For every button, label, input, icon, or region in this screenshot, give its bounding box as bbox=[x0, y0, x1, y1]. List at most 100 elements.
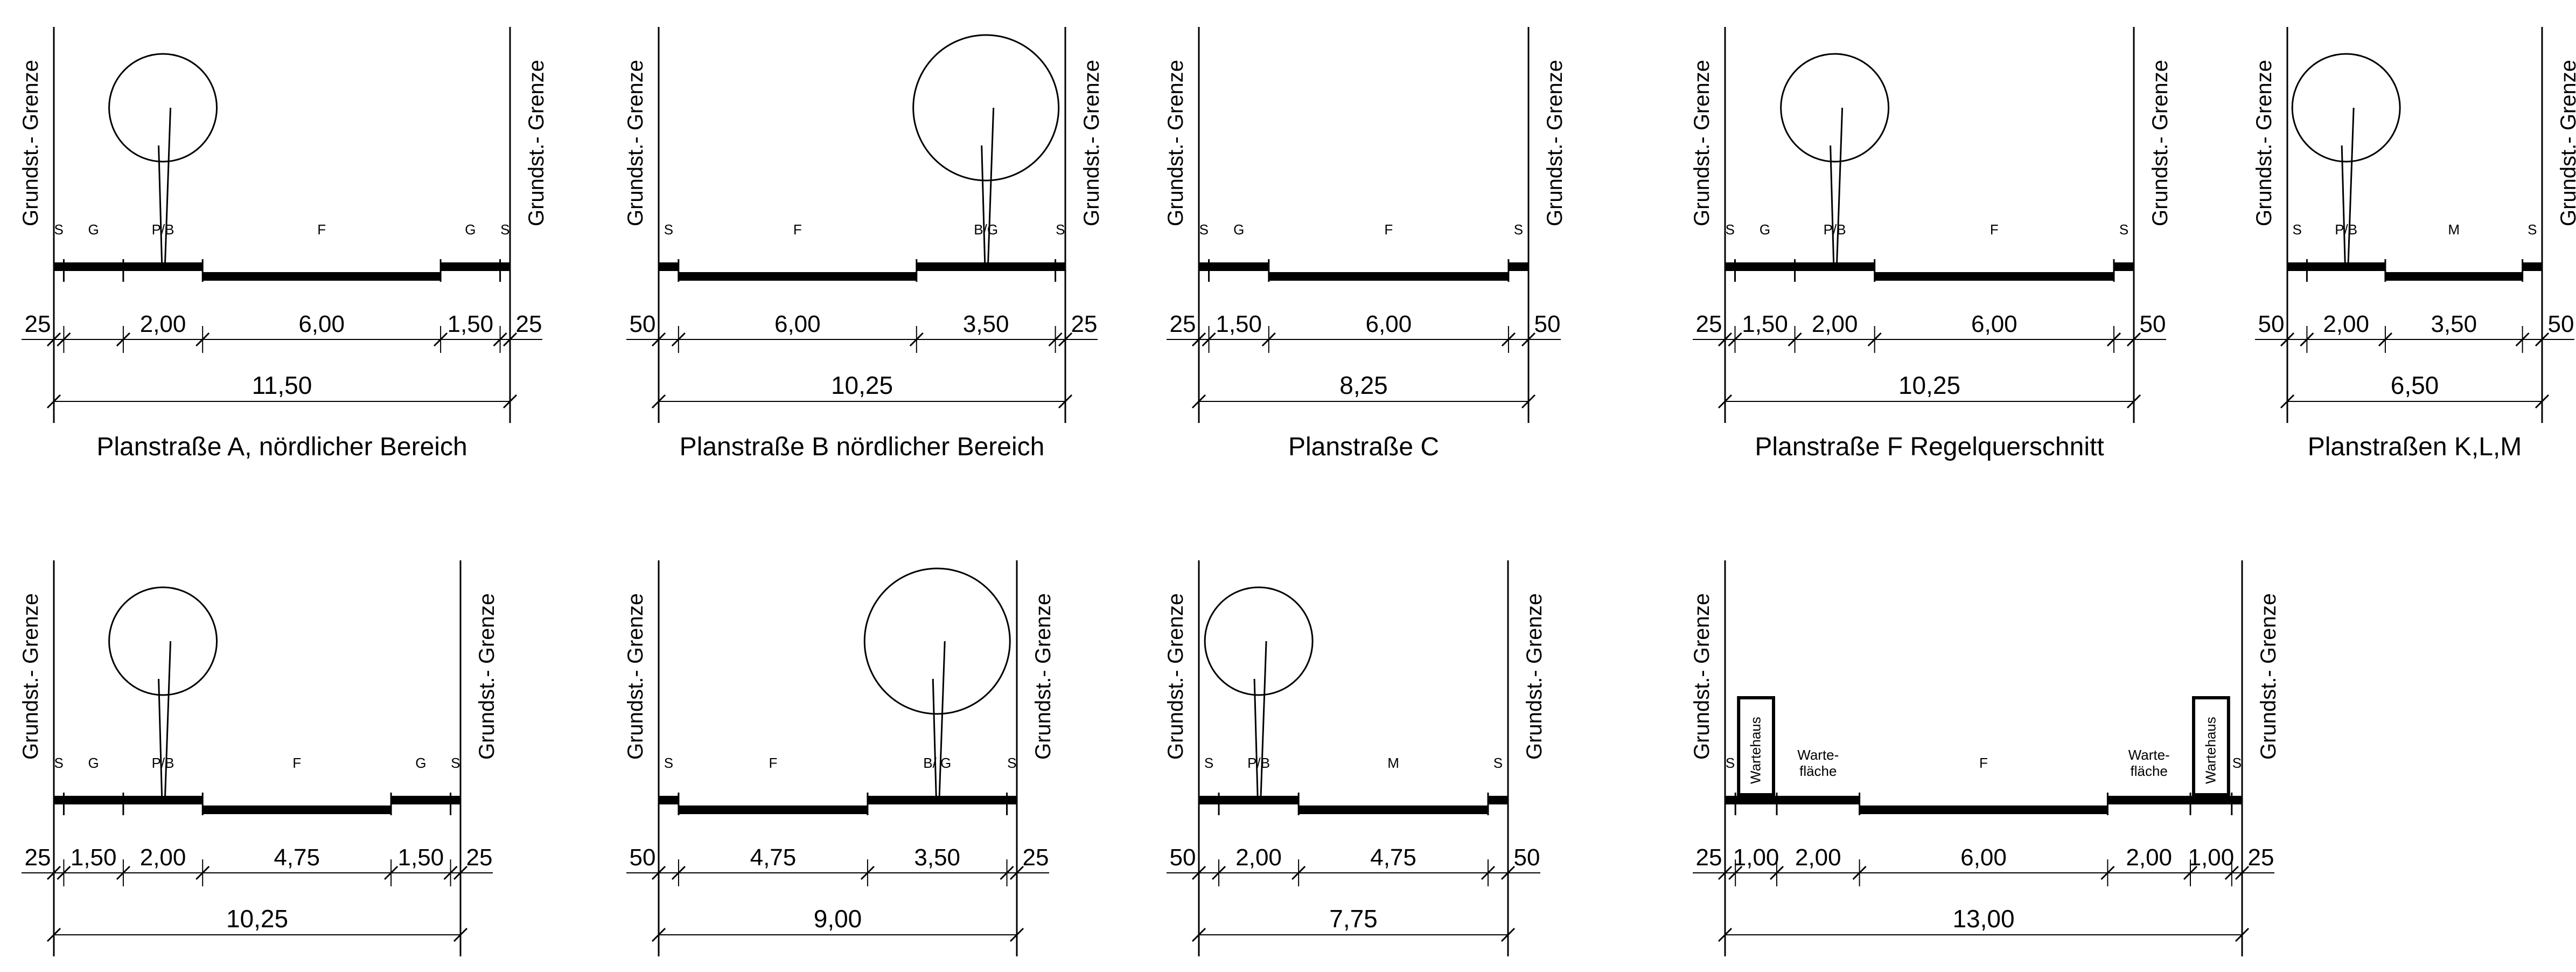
zone-label: S bbox=[2293, 221, 2302, 238]
zone-label: S bbox=[500, 221, 509, 238]
dimension-value: 1,00 bbox=[1733, 844, 1779, 871]
tree-trunk bbox=[981, 145, 986, 263]
total-dimension-tick bbox=[1191, 394, 1206, 409]
zone-label: S bbox=[1056, 221, 1065, 238]
dimension-value: 1,00 bbox=[2188, 844, 2235, 871]
dimension-value: 2,00 bbox=[1235, 844, 1282, 871]
section-title: Planstraße F im Bereich der Bushaltestel… bbox=[1739, 966, 2229, 969]
dimension-value: 6,00 bbox=[298, 311, 345, 337]
shelter-label: Wartehaus bbox=[1748, 717, 1764, 784]
boundary-label-left: Grundst.- Grenze bbox=[2252, 60, 2276, 226]
ground-segment bbox=[1219, 796, 1299, 804]
cross-section-4: Grundst.- Grenze Grundst.- Grenze S G P/B F S 2… bbox=[1690, 27, 2172, 461]
ground-segment bbox=[500, 262, 510, 271]
zone-label: G bbox=[1233, 221, 1244, 238]
zone-label: B/ G bbox=[923, 755, 951, 771]
dimension-value: 4,75 bbox=[1370, 844, 1416, 871]
tree-trunk bbox=[1253, 678, 1259, 796]
shelter-box bbox=[2192, 696, 2230, 796]
zone-label: S bbox=[1493, 755, 1503, 771]
section-title: Planstraße F Regelquerschnitt bbox=[1755, 433, 2104, 461]
zone-label: G bbox=[415, 755, 426, 771]
dimension-value: 3,50 bbox=[963, 311, 1009, 337]
ground-segment bbox=[659, 796, 679, 804]
dimension-value: 2,00 bbox=[1795, 844, 1841, 871]
waiting-area-label-2: fläche bbox=[2131, 763, 2168, 779]
dimension-value: 25 bbox=[1696, 311, 1722, 337]
total-dimension-tick bbox=[453, 927, 468, 942]
total-dimension-tick bbox=[46, 394, 61, 409]
ground-segment bbox=[678, 806, 868, 814]
dimension-value: 6,00 bbox=[774, 311, 821, 337]
section-title: Planstraße C bbox=[1288, 433, 1439, 461]
total-width-value: 6,50 bbox=[2391, 371, 2439, 399]
waiting-area-label-1: Warte- bbox=[1797, 747, 1839, 763]
zone-label: F bbox=[292, 755, 301, 771]
boundary-label-right: Grundst.- Grenze bbox=[1080, 60, 1104, 226]
cross-section-8: Grundst.- Grenze Grundst.- Grenze S P/B M S 50… bbox=[1164, 560, 1546, 972]
dimension-value: 25 bbox=[25, 311, 51, 337]
total-dimension-tick bbox=[2280, 394, 2295, 409]
ground-segment bbox=[391, 796, 451, 804]
dimension-value: 2,00 bbox=[2323, 311, 2369, 337]
section-title: Planstraßen D,E,G,H,I bbox=[1225, 966, 1482, 969]
total-dimension-tick bbox=[2126, 394, 2141, 409]
dimension-value: 1,50 bbox=[398, 844, 444, 871]
ground-segment bbox=[64, 262, 123, 271]
dimension-value: 3,50 bbox=[914, 844, 960, 871]
dimension-value: 1,50 bbox=[71, 844, 117, 871]
zone-label: S bbox=[664, 221, 673, 238]
zone-label: F bbox=[317, 221, 326, 238]
ground-segment bbox=[1299, 806, 1488, 814]
boundary-label-left: Grundst.- Grenze bbox=[624, 60, 647, 226]
total-dimension-tick bbox=[1058, 394, 1073, 409]
dimension-value: 50 bbox=[1514, 844, 1540, 871]
ground-segment bbox=[1209, 262, 1269, 271]
tree-trunk bbox=[164, 641, 172, 796]
boundary-label-right: Grundst.- Grenze bbox=[2557, 60, 2576, 226]
ground-segment bbox=[1055, 262, 1065, 271]
ground-segment bbox=[1735, 262, 1795, 271]
total-dimension-tick bbox=[502, 394, 518, 409]
section-title: Planstraße A, südlicher Bereich bbox=[77, 966, 438, 969]
shelter-box bbox=[1737, 696, 1775, 796]
total-width-value: 8,25 bbox=[1339, 371, 1388, 399]
tree-icon bbox=[912, 34, 1060, 182]
total-width-value: 10,25 bbox=[226, 905, 288, 933]
tree-trunk bbox=[2347, 107, 2355, 263]
dimension-value: 25 bbox=[1071, 311, 1098, 337]
total-dimension-tick bbox=[2535, 394, 2550, 409]
boundary-label-left: Grundst.- Grenze bbox=[1164, 60, 1188, 226]
dimension-value: 25 bbox=[2248, 844, 2274, 871]
total-dimension-tick bbox=[651, 927, 666, 942]
tree-icon bbox=[1204, 586, 1314, 696]
zone-label: S bbox=[1007, 755, 1016, 771]
dimension-value: 25 bbox=[466, 844, 493, 871]
cross-section-9: Grundst.- Grenze Grundst.- Grenze S Warteha… bbox=[1690, 560, 2280, 972]
tree-trunk bbox=[1260, 641, 1267, 796]
total-dimension-tick bbox=[1718, 394, 1733, 409]
ground-segment bbox=[1725, 796, 1736, 804]
ground-segment bbox=[1874, 272, 2114, 281]
dimension-value: 25 bbox=[1170, 311, 1196, 337]
ground-segment bbox=[916, 262, 1056, 271]
zone-label: S bbox=[451, 755, 460, 771]
cross-section-5: Grundst.- Grenze Grundst.- Grenze S P/B M S 50… bbox=[2252, 27, 2576, 461]
zone-label: P/B bbox=[1247, 755, 1270, 771]
dimension-value: 25 bbox=[1023, 844, 1049, 871]
zone-label: S bbox=[1204, 755, 1213, 771]
dimension-value: 6,00 bbox=[1366, 311, 1412, 337]
total-dimension-tick bbox=[1009, 927, 1024, 942]
ground-segment bbox=[2231, 796, 2242, 804]
ground-segment bbox=[1199, 796, 1219, 804]
ground-segment bbox=[2113, 262, 2134, 271]
zone-label: G bbox=[88, 755, 99, 771]
cross-section-1: Grundst.- Grenze Grundst.- Grenze S G P/B F G S… bbox=[19, 27, 548, 461]
total-dimension-tick bbox=[1718, 927, 1733, 942]
dimension-value: 2,00 bbox=[140, 844, 186, 871]
ground-segment bbox=[2522, 262, 2542, 271]
dimension-value: 2,00 bbox=[140, 311, 186, 337]
tree-trunk bbox=[2341, 145, 2346, 263]
ground-segment bbox=[1735, 796, 1777, 804]
dimension-value: 25 bbox=[516, 311, 542, 337]
